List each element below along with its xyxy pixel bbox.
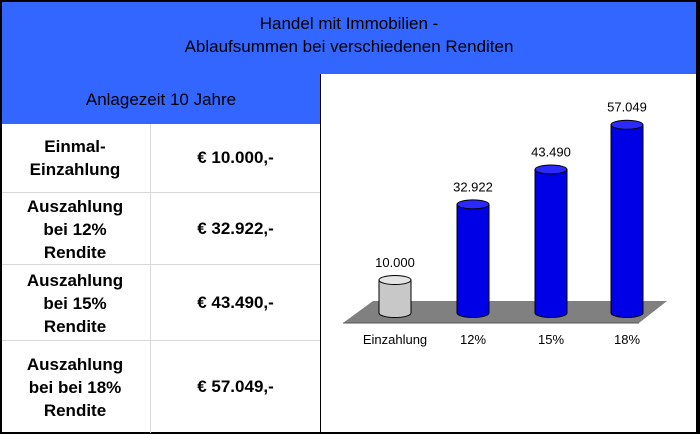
table-row: Einmal- Einzahlung € 10.000,- <box>2 124 320 192</box>
title-line-1: Handel mit Immobilien - <box>259 14 439 33</box>
row-label-line: Rendite <box>43 316 107 336</box>
header-banner: Handel mit Immobilien - Ablaufsummen bei… <box>2 2 696 74</box>
category-label: 15% <box>538 332 564 347</box>
row-label-line: Rendite <box>43 400 107 420</box>
bar-top-15% <box>534 164 568 175</box>
bar-chart: 10.000 Einzahlung 32.922 12% 43.490 15% 57.049… <box>343 100 667 347</box>
row-value: € 32.922,- <box>150 193 320 265</box>
row-label-line: bei bei 18% <box>28 377 122 397</box>
anlagezeit-banner: Anlagezeit 10 Jahre <box>2 74 320 124</box>
row-label-line: Rendite <box>43 242 107 262</box>
row-label-line: Einmal- <box>44 137 106 156</box>
row-label: Auszahlung bei 12% Rendite <box>2 193 148 265</box>
row-label: Auszahlung bei 15% Rendite <box>2 265 148 341</box>
bar-Einzahlung <box>378 279 412 318</box>
row-label-line: bei 15% <box>43 293 107 313</box>
data-label: 10.000 <box>375 255 415 270</box>
bar-top-18% <box>610 119 644 130</box>
bar-12% <box>456 203 490 318</box>
chart-floor <box>343 301 667 323</box>
anlagezeit-label: Anlagezeit 10 Jahre <box>85 90 237 109</box>
row-label-line: Auszahlung <box>26 196 124 216</box>
bar-15% <box>534 168 568 318</box>
row-label-line: bei 12% <box>43 219 107 239</box>
bar-top-12% <box>456 199 490 210</box>
row-value: € 43.490,- <box>150 265 320 341</box>
row-value: € 57.049,- <box>150 341 320 433</box>
table-row: Auszahlung bei bei 18% Rendite € 57.049,… <box>2 340 320 433</box>
category-label: 18% <box>614 332 640 347</box>
row-label: Einmal- Einzahlung <box>2 124 148 192</box>
row-label: Auszahlung bei bei 18% Rendite <box>2 341 148 433</box>
data-label: 32.922 <box>453 179 493 194</box>
category-label: 12% <box>460 332 486 347</box>
title-line-2: Ablaufsummen bei verschiedenen Renditen <box>184 37 514 56</box>
row-label-line: Einzahlung <box>29 160 121 179</box>
bar-18% <box>610 124 644 318</box>
data-label: 43.490 <box>531 144 571 159</box>
category-label: Einzahlung <box>363 332 427 347</box>
data-label: 57.049 <box>607 100 647 115</box>
row-value: € 10.000,- <box>150 124 320 192</box>
row-label-line: Auszahlung <box>26 270 124 290</box>
chart-panel: 10.000 Einzahlung 32.922 12% 43.490 15% 57.049… <box>321 74 696 432</box>
summary-table: Einmal- Einzahlung € 10.000,- Auszahlung… <box>2 124 320 433</box>
table-row: Auszahlung bei 12% Rendite € 32.922,- <box>2 192 320 265</box>
table-row: Auszahlung bei 15% Rendite € 43.490,- <box>2 264 320 341</box>
bar-top-Einzahlung <box>378 275 412 285</box>
row-label-line: Auszahlung <box>26 354 124 374</box>
